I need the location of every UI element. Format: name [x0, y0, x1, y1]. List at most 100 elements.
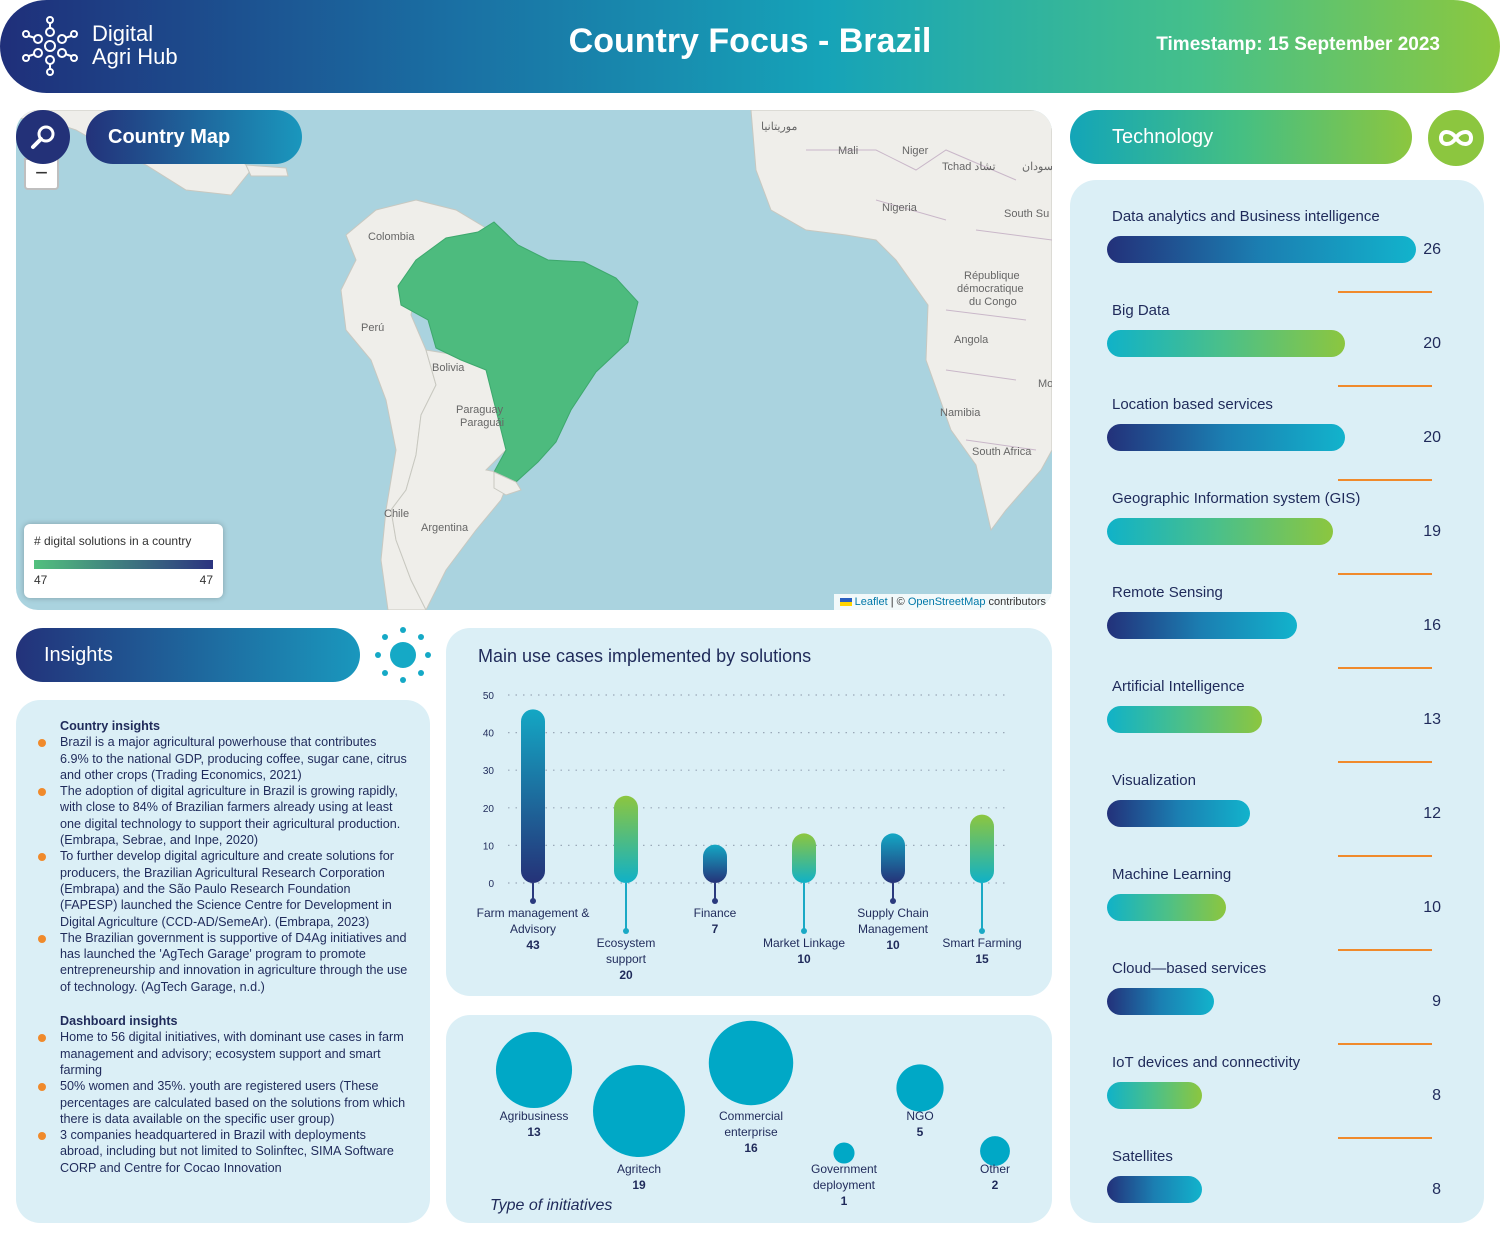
x-category-label: Farm management & — [477, 906, 590, 920]
list-item: The adoption of digital agriculture in B… — [38, 783, 408, 848]
map-label-congo-3: du Congo — [969, 296, 1017, 308]
map-label-mo: Mo — [1038, 378, 1052, 390]
x-category-label: Finance — [694, 906, 737, 920]
tech-bar — [1107, 424, 1345, 451]
map-label-argentina: Argentina — [421, 522, 469, 534]
tech-bar — [1107, 236, 1416, 263]
y-tick-label: 10 — [483, 841, 495, 852]
tech-value: 12 — [1423, 805, 1441, 822]
initiatives-panel: Agribusiness 13 Agritech 19 Commercial enterp… — [446, 1015, 1052, 1223]
tech-bar — [1107, 894, 1226, 921]
legend-min: 47 — [34, 573, 48, 587]
map-label-paraguay-1: Paraguay — [456, 404, 504, 416]
country-map-header: Country Map — [86, 110, 302, 164]
map-label-sudan: السودان — [1022, 161, 1052, 173]
tech-value: 20 — [1423, 335, 1441, 352]
bar-value-label: 10 — [886, 938, 900, 952]
x-category-label: Market Linkage — [763, 936, 845, 950]
tech-divider — [1338, 1043, 1432, 1045]
bar-stem-dot — [801, 928, 807, 934]
list-item: Home to 56 digital initiatives, with dom… — [38, 1029, 408, 1078]
tech-label: Visualization — [1112, 772, 1196, 789]
search-button[interactable] — [16, 110, 70, 164]
y-tick-label: 0 — [488, 879, 494, 890]
tech-bar — [1107, 706, 1262, 733]
initiative-bubble — [708, 1020, 794, 1106]
tech-bar — [1107, 1176, 1202, 1203]
dashboard-insights-heading: Dashboard insights — [60, 1014, 178, 1029]
tech-divider — [1338, 479, 1432, 481]
openstreetmap-link[interactable]: OpenStreetMap — [907, 596, 986, 608]
tech-divider — [1338, 855, 1432, 857]
x-category-label: Supply Chain — [857, 906, 928, 920]
map-label-nigeria: Nigeria — [882, 202, 917, 214]
use-case-bar — [703, 844, 727, 883]
tech-label: IoT devices and connectivity — [1112, 1054, 1301, 1071]
bar-stem-dot — [530, 898, 536, 904]
initiative-value: 5 — [917, 1125, 924, 1139]
tech-label: Cloud—based services — [1112, 960, 1267, 977]
initiative-label: Agribusiness — [500, 1109, 569, 1123]
map-label-chile: Chile — [384, 508, 410, 520]
tech-bar — [1107, 518, 1333, 545]
initiative-label: Government — [811, 1162, 878, 1176]
legend-gradient-bar — [34, 560, 213, 569]
map-label-mauritania: موريتانيا — [761, 121, 798, 133]
initiative-label: Commercial — [719, 1109, 783, 1123]
sun-icon — [375, 627, 431, 683]
tech-value: 20 — [1423, 429, 1441, 446]
use-cases-panel: 0 10 20 30 40 50 Farm management & Advisory 43 Ec… — [446, 628, 1052, 996]
tech-label: Satellites — [1112, 1148, 1173, 1165]
tech-value: 8 — [1432, 1181, 1441, 1198]
technology-header: Technology — [1070, 110, 1412, 164]
initiative-label: Agritech — [617, 1162, 661, 1176]
insights-header: Insights — [16, 628, 360, 682]
bar-value-label: 10 — [797, 952, 811, 966]
use-cases-title: Main use cases implemented by solutions — [478, 646, 812, 666]
x-category-label: Smart Farming — [942, 936, 1021, 950]
initiative-label: NGO — [906, 1109, 933, 1123]
initiative-value: 16 — [744, 1141, 758, 1155]
bar-value-label: 43 — [526, 938, 540, 952]
initiative-label: enterprise — [724, 1125, 778, 1139]
initiative-bubble — [495, 1031, 573, 1109]
insights-panel: Country insights Brazil is a major agric… — [16, 700, 430, 1223]
map-label-peru: Perú — [361, 322, 385, 334]
tech-bar — [1107, 800, 1250, 827]
bar-stem-dot — [623, 928, 629, 934]
x-category-label: Ecosystem — [597, 936, 656, 950]
tech-label: Location based services — [1112, 396, 1273, 413]
initiative-bubble — [896, 1064, 944, 1112]
tech-label: Geographic Information system (GIS) — [1112, 490, 1361, 507]
dashboard-insights-list: Home to 56 digital initiatives, with dom… — [38, 1029, 408, 1176]
tech-label: Artificial Intelligence — [1112, 678, 1245, 695]
initiative-label: deployment — [813, 1178, 876, 1192]
tech-value: 26 — [1423, 241, 1441, 258]
tech-divider — [1338, 385, 1432, 387]
tech-value: 16 — [1423, 617, 1441, 634]
legend-title: # digital solutions in a country — [34, 534, 192, 548]
leaflet-link[interactable]: Leaflet — [854, 596, 888, 608]
tech-bar — [1107, 330, 1345, 357]
use-case-bar — [970, 814, 994, 883]
map-label-congo-1: République — [964, 270, 1020, 282]
map-label-tchad: Tchad تشاد — [942, 161, 996, 173]
ukraine-flag-icon — [839, 598, 852, 607]
initiative-bubble — [980, 1136, 1010, 1166]
tech-value: 19 — [1423, 523, 1441, 540]
land-africa — [750, 110, 1052, 532]
tech-bar — [1107, 612, 1297, 639]
list-item: Brazil is a major agricultural powerhous… — [38, 735, 407, 782]
tech-label: Data analytics and Business intelligence — [1112, 208, 1380, 225]
legend-max: 47 — [199, 573, 213, 587]
use-case-bar — [881, 833, 905, 883]
initiatives-title: Type of initiatives — [490, 1197, 613, 1214]
page-title: Country Focus - Brazil — [568, 22, 932, 60]
initiative-value: 1 — [841, 1194, 848, 1208]
search-icon — [31, 125, 55, 149]
tech-divider — [1338, 573, 1432, 575]
y-tick-label: 30 — [483, 766, 495, 777]
infinity-button — [1428, 110, 1484, 166]
country-insights-heading: Country insights — [60, 719, 161, 733]
tech-divider — [1338, 291, 1432, 293]
